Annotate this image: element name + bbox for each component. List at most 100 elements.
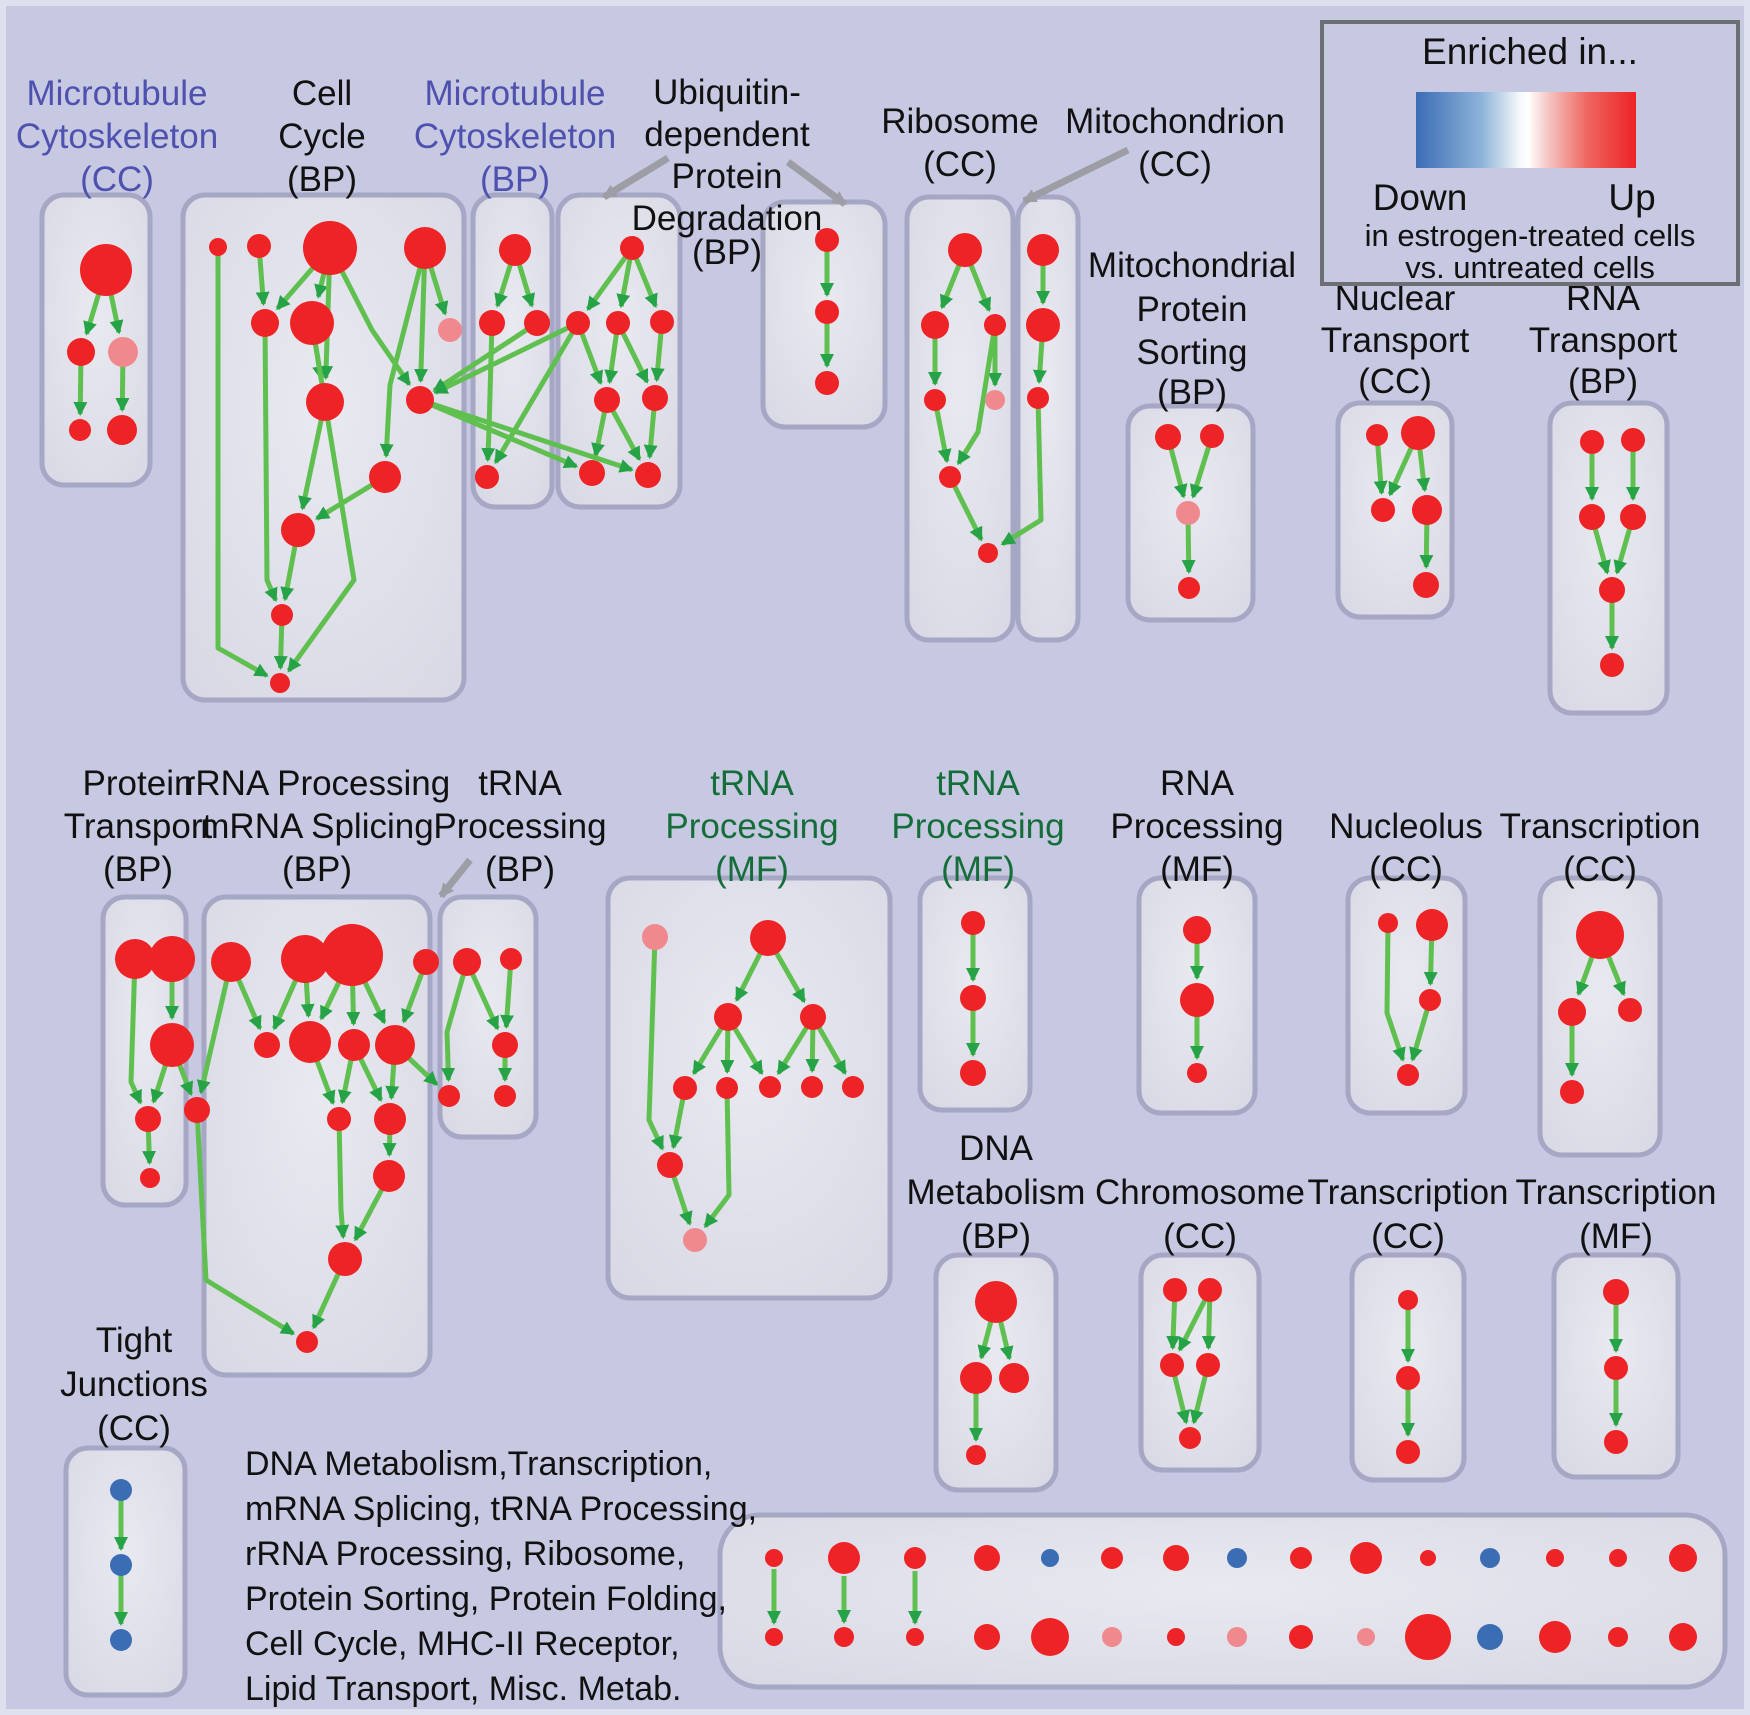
strip-node-bottom (1477, 1624, 1503, 1650)
group-label-nucleolus: Nucleolus (1329, 807, 1483, 846)
strip-node-bottom (1539, 1621, 1571, 1653)
group-label-mc_bp: (BP) (480, 160, 550, 199)
group-label-trna_mf_large: Processing (665, 807, 838, 846)
group-label-trna_mf_large: tRNA (710, 764, 794, 803)
strip-node-top (1350, 1542, 1382, 1574)
go-term-node-pink (108, 337, 138, 367)
go-term-node-red (1396, 1440, 1420, 1464)
go-term-node-red (716, 1077, 738, 1099)
edge-arrow (1384, 922, 1406, 1062)
group-label-rna_transport: Transport (1529, 321, 1678, 360)
go-term-node-red (338, 1029, 370, 1061)
strip-node-bottom (906, 1628, 924, 1646)
go-term-node-red (492, 1032, 518, 1058)
go-term-node-red (759, 1076, 781, 1098)
go-term-node-red (500, 948, 522, 970)
go-term-node-red (1416, 909, 1448, 941)
go-term-node-red (984, 314, 1006, 336)
group-label-mc_cc: (CC) (80, 160, 154, 199)
go-term-node-red (650, 310, 674, 334)
group-label-transcription_mf: Transcription (1516, 1173, 1717, 1212)
edge-arrow (500, 958, 515, 1030)
go-term-node-red (966, 1445, 986, 1465)
go-term-node-red (939, 466, 961, 488)
edge-arrow (335, 1118, 350, 1240)
group-label-dna_metabolism: DNA (959, 1129, 1034, 1168)
misc-terms-note-line: Cell Cycle, MHC-II Receptor, (245, 1625, 680, 1663)
legend-subtitle-1: in estrogen-treated cells (1365, 218, 1696, 253)
go-term-node-red (1163, 1278, 1187, 1302)
go-term-node-red (1178, 577, 1200, 599)
floating-label: dependent (644, 115, 810, 154)
legend-up-label: Up (1608, 177, 1655, 218)
misc-terms-note-line: rRNA Processing, Ribosome, (245, 1535, 685, 1573)
go-term-node-red (1198, 1278, 1222, 1302)
group-box-mc_cc (39, 192, 153, 488)
go-term-node-red (149, 936, 195, 982)
go-term-node-blue (110, 1479, 132, 1501)
go-term-node-red (1560, 1080, 1584, 1104)
go-term-node-red (1366, 424, 1388, 446)
group-box-rna_transport (1547, 400, 1670, 716)
go-term-node-red (211, 942, 251, 982)
go-term-node-red (1412, 495, 1442, 525)
group-label-rna_processing_mf: (MF) (1160, 850, 1234, 889)
go-term-node-red (642, 385, 668, 411)
group-label-cell_cycle: Cell (292, 74, 352, 113)
edge-arrow (947, 475, 984, 542)
go-term-node-red (1200, 424, 1224, 448)
go-term-node-red (673, 1076, 697, 1100)
group-box-mitochondrion (1015, 194, 1081, 643)
group-label-mito_protein_sorting: Protein (1137, 290, 1248, 329)
edge-arrow (196, 961, 234, 1095)
go-term-node-red (801, 1076, 823, 1098)
go-term-node-red (975, 1281, 1017, 1323)
go-term-node-red (1378, 913, 1398, 933)
strip-node-top (765, 1549, 783, 1567)
strip-node-bottom (1289, 1625, 1313, 1649)
go-term-node-red (1600, 653, 1624, 677)
go-term-node-red (1026, 308, 1060, 342)
go-term-node-red (209, 238, 227, 256)
go-term-node-red (135, 1106, 161, 1132)
misc-terms-note-line: Lipid Transport, Misc. Metab. (245, 1670, 682, 1708)
legend-color-scale (1416, 92, 1636, 168)
strip-node-bottom (834, 1627, 854, 1647)
go-term-node-red (327, 1107, 351, 1131)
group-label-trna_mf_small: Processing (891, 807, 1064, 846)
group-label-mitochondrion: (CC) (1138, 145, 1212, 184)
group-label-cell_cycle: Cycle (278, 117, 366, 156)
go-term-node-red (1604, 1430, 1628, 1454)
group-label-ribosome: (CC) (923, 145, 997, 184)
strip-node-top (1227, 1548, 1247, 1568)
go-term-node-red (184, 1097, 210, 1123)
go-term-node-red (960, 1362, 992, 1394)
edge-arrow (956, 324, 998, 466)
go-term-node-red (499, 234, 531, 266)
go-term-node-red (453, 948, 481, 976)
group-label-mito_protein_sorting: Sorting (1137, 333, 1248, 372)
go-term-node-red (815, 228, 839, 252)
strip-node-top (828, 1542, 860, 1574)
go-term-node-red (1187, 1063, 1207, 1083)
strip-node-top (1669, 1544, 1697, 1572)
go-term-node-red (374, 1103, 406, 1135)
group-label-trna_mf_small: tRNA (936, 764, 1020, 803)
go-term-node-red (1413, 572, 1439, 598)
label-pointer-arrow (438, 857, 473, 899)
group-label-transcription_mf: (MF) (1579, 1217, 1653, 1256)
go-term-node-red (369, 461, 401, 493)
group-label-trna_bp: tRNA (478, 764, 562, 803)
go-term-node-red (375, 1025, 415, 1065)
group-label-nuclear_transport: Transport (1321, 321, 1470, 360)
go-term-node-red (1155, 424, 1181, 450)
go-term-node-red (140, 1168, 160, 1188)
go-term-node-red (1396, 1366, 1420, 1390)
group-label-protein_transport: Transport (64, 807, 213, 846)
strip-node-bottom (1669, 1623, 1697, 1651)
strip-node-top (1290, 1547, 1312, 1569)
strip-node-bottom (1102, 1627, 1122, 1647)
group-label-tight_junctions: Junctions (60, 1365, 208, 1404)
go-term-node-red (290, 301, 334, 345)
